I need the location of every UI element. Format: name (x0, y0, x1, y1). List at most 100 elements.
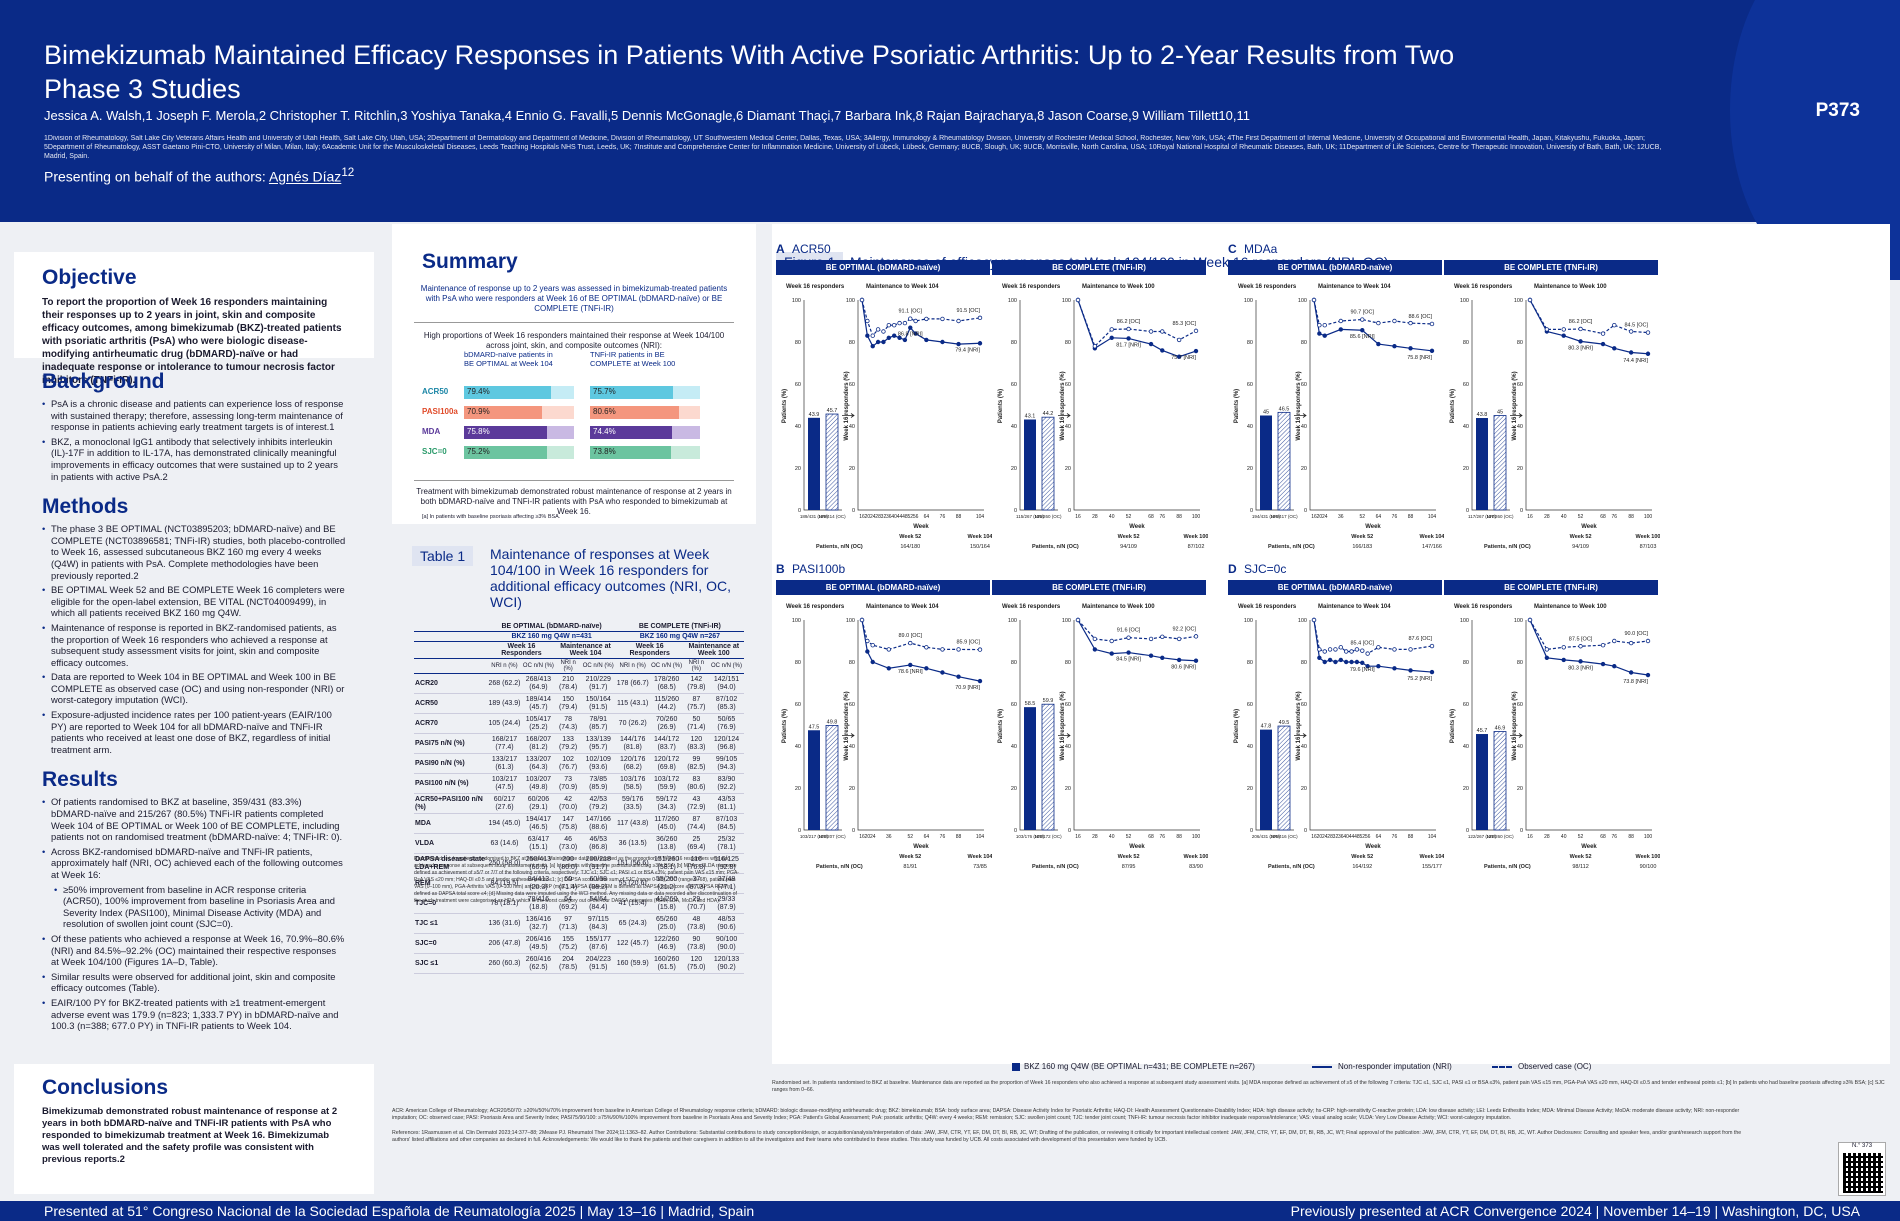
table1-footnote: Randomised set. In patients randomised t… (414, 856, 739, 904)
bar-y-tick: 40 (1463, 424, 1469, 430)
methods-item: Exposure-adjusted incidence rates per 10… (42, 709, 346, 755)
bar-value-label: 45 (1497, 410, 1503, 416)
bar-y-label: Patients (%) (782, 389, 788, 423)
data-annotation: 90.7 [OC] (1350, 310, 1374, 316)
data-point-nri (1160, 348, 1165, 353)
data-point-oc (1628, 640, 1634, 646)
table-cell: 50 (71.4) (683, 713, 710, 734)
x-tick-label: 16 (1075, 514, 1081, 520)
table-cell: 147 (75.8) (555, 813, 581, 834)
table-cell: 63 (14.6) (487, 833, 522, 854)
line-y-tick: 40 (1065, 424, 1071, 430)
data-point-oc (865, 638, 870, 644)
patients-n-label: Patients, n/N (OC) (1032, 544, 1079, 550)
table-row-label: TJC ≤1 (414, 913, 488, 934)
bar-oc (1277, 411, 1291, 511)
week16-header: Week 16 responders (786, 284, 845, 290)
table-cell: 60/217 (27.6) (487, 793, 522, 814)
study-band: BE OPTIMAL (bDMARD-naïve) (1228, 580, 1442, 595)
panel-letter: C (1228, 242, 1237, 256)
objective-heading: Objective (42, 266, 137, 289)
bar-y-label: Patients (%) (1234, 709, 1240, 743)
summary-row: MDA 75.8% 74.4% (422, 426, 732, 439)
data-point-oc (913, 318, 918, 324)
pn-value: 94/109 (1572, 544, 1589, 550)
data-point-nri (940, 339, 945, 345)
table-row-label: PASI90 n/N (%) (414, 753, 488, 774)
pn-week-label: Week 100 (1636, 534, 1660, 540)
pn-value: 87/95 (1122, 864, 1136, 870)
x-axis-label: Week (1581, 844, 1597, 850)
data-point-nri (875, 339, 881, 345)
data-point-nri (1092, 647, 1098, 652)
x-tick-label: 68 (1148, 834, 1154, 840)
data-point-oc (1311, 297, 1317, 303)
table-cell: 37 (67.3) (683, 873, 710, 894)
bar-y-tick: 0 (1466, 508, 1469, 514)
line-y-tick: 0 (1520, 508, 1523, 514)
series-line-oc (1529, 619, 1649, 651)
table-cell: 133/139 (95.7) (580, 733, 616, 754)
study-band: BE COMPLETE (TNFi-IR) (1444, 580, 1658, 595)
patients-n-label: Patients, n/N (OC) (816, 864, 863, 870)
line-y-tick: 100 (1514, 298, 1523, 304)
data-point-nri (1193, 348, 1199, 354)
line-y-tick: 80 (1517, 340, 1523, 346)
x-tick-label: 76 (1612, 834, 1618, 840)
background-section: Background PsA is a chronic disease and … (14, 358, 374, 482)
x-tick-label: 16 (1527, 514, 1533, 520)
table-cell: 60/206 (29.1) (521, 793, 556, 814)
table-cell: 260/416 (62.5) (521, 953, 556, 974)
line-axis (1525, 300, 1652, 511)
table-cell: 63/417 (15.1) (521, 833, 556, 854)
methods-item: Maintenance of response is reported in B… (42, 622, 346, 668)
line-y-tick: 80 (1301, 660, 1307, 666)
background-heading: Background (42, 370, 165, 393)
table1-col-header: OC n/N (%) (649, 658, 684, 674)
bar-y-tick: 0 (1466, 828, 1469, 834)
table-cell: 97/115 (84.3) (580, 913, 616, 934)
line-y-tick: 80 (849, 660, 855, 666)
table-cell: 178 (66.7) (615, 673, 650, 694)
data-point-oc (891, 323, 897, 328)
table1-sub3: Week 16 Responders (615, 641, 684, 659)
pn-week-label: Week 100 (1184, 534, 1208, 540)
summary-bar-value: 75.8% (467, 427, 490, 436)
presenter-name[interactable]: Agnés Díaz (268, 168, 342, 185)
table-cell: 206/416 (49.5) (521, 933, 556, 954)
summary-bar (464, 446, 547, 459)
table-cell: 168/217 (77.4) (487, 733, 522, 754)
study-band: BE COMPLETE (TNFi-IR) (992, 580, 1206, 595)
data-annotation: 75.8 [NRI] (1407, 355, 1432, 361)
data-point-nri (1322, 333, 1327, 338)
table-cell: 99/105 (94.3) (709, 753, 744, 774)
table1-col-header: NRI n (%) (555, 658, 581, 674)
x-tick-label: 24 (870, 834, 876, 840)
x-tick-label: 104 (976, 834, 985, 840)
bar-y-tick: 60 (795, 702, 801, 708)
line-y-tick: 20 (1301, 466, 1307, 472)
table-cell: 102/109 (93.6) (580, 753, 616, 774)
data-point-oc (924, 316, 929, 322)
table-cell: 200/218 (91.7) (580, 853, 616, 874)
data-point-oc (1612, 323, 1617, 328)
table-cell: 117 (43.8) (615, 813, 650, 834)
line-y-label: Week 16 responders (%) (844, 371, 850, 440)
qr-code-box[interactable]: N.° 373 (1838, 1142, 1886, 1196)
poster-title: Bimekizumab Maintained Efficacy Response… (44, 40, 1455, 104)
x-tick-label: 40 (1109, 834, 1115, 840)
x-tick-label: 16 (1311, 514, 1317, 520)
summary-bar (590, 446, 672, 459)
week16-header: Week 16 responders (1002, 604, 1061, 610)
bar-y-tick: 0 (1014, 508, 1017, 514)
bar-y-tick: 100 (1244, 298, 1253, 304)
x-tick-label: 52 (1359, 514, 1365, 520)
line-y-tick: 40 (849, 744, 855, 750)
maintenance-header: Maintenance to Week 100 (1082, 284, 1155, 290)
qr-code-icon[interactable] (1843, 1153, 1883, 1193)
maintenance-header: Maintenance to Week 104 (1318, 284, 1391, 290)
figure-panel-a-optimal: ACR50 A BE OPTIMAL (bDMARD-naïve) Week 16 r… (776, 242, 992, 580)
week16-header: Week 16 responders (1454, 604, 1513, 610)
x-tick-label: 64 (1376, 514, 1382, 520)
summary-bar (590, 426, 672, 439)
